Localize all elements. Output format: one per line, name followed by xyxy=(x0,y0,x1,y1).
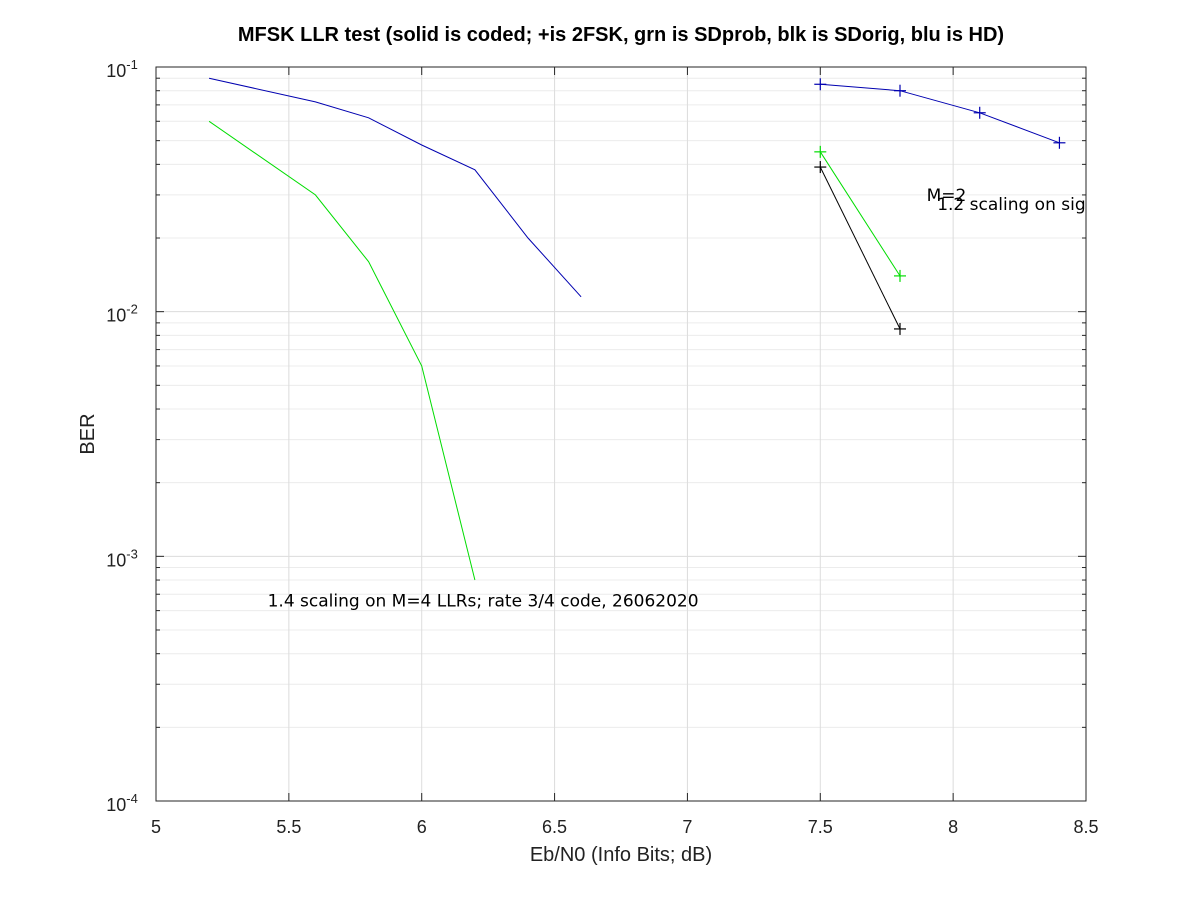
data-point-marker xyxy=(973,106,986,119)
x-axis-label: Eb/N0 (Info Bits; dB) xyxy=(530,844,712,866)
series-line xyxy=(819,151,901,277)
y-tick-label: 10-2 xyxy=(106,302,138,326)
x-tick-label: 6.5 xyxy=(542,817,567,837)
x-tick-label: 8 xyxy=(948,817,958,837)
series-line xyxy=(208,120,476,581)
series-line xyxy=(208,77,582,298)
annotation-text: 1.4 scaling on M=4 LLRs; rate 3/4 code, … xyxy=(268,591,699,611)
x-tick-label: 7.5 xyxy=(808,817,833,837)
data-point-marker xyxy=(814,161,827,174)
data-point-marker xyxy=(894,269,906,282)
annotations: 1.4 scaling on M=4 LLRs; rate 3/4 code, … xyxy=(268,186,1086,612)
axes xyxy=(155,66,1087,802)
series-line xyxy=(820,83,1060,144)
y-axis-label: BER xyxy=(77,413,99,454)
x-tick-label: 7 xyxy=(682,817,692,837)
grid-lines xyxy=(155,66,1087,802)
series-5 xyxy=(814,161,906,335)
series-2 xyxy=(208,120,476,581)
x-tick-label: 6 xyxy=(417,817,427,837)
series-layer xyxy=(208,77,1066,581)
y-tick-label: 10-1 xyxy=(106,57,138,81)
series-1 xyxy=(208,77,582,298)
x-tick-label: 5 xyxy=(151,817,161,837)
series-3 xyxy=(814,78,1066,149)
x-tick-label: 8.5 xyxy=(1073,817,1098,837)
data-point-marker xyxy=(894,322,906,335)
series-line xyxy=(819,166,901,330)
y-tick-label: 10-3 xyxy=(106,546,138,570)
annotation-text: 1.2 scaling on sig xyxy=(937,195,1085,215)
data-point-marker xyxy=(1053,136,1066,149)
data-point-marker xyxy=(814,78,827,91)
data-point-marker xyxy=(814,145,827,158)
tick-labels: 5 5.5 6 6.5 7 7.5 8 8.5 10-4 10-3 10-2 10-1 xyxy=(106,57,1098,837)
chart-title: MFSK LLR test (solid is coded; +is 2FSK,… xyxy=(238,24,1004,46)
y-tick-label: 10-4 xyxy=(106,791,138,815)
data-point-marker xyxy=(894,84,906,97)
annotation-text: M=2 xyxy=(927,186,967,206)
series-4 xyxy=(814,145,906,282)
x-tick-label: 5.5 xyxy=(276,817,301,837)
plot-frame xyxy=(155,66,1087,802)
